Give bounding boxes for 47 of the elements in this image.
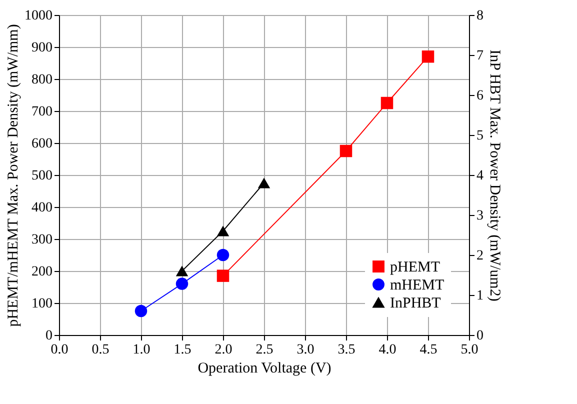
point xyxy=(176,278,188,290)
legend-label: mHEMT xyxy=(390,278,444,294)
point xyxy=(258,178,270,188)
x-tick-label: 4.5 xyxy=(420,342,438,358)
y2-tick-label: 3 xyxy=(476,208,484,224)
y-tick-label: 700 xyxy=(32,104,52,120)
y2-tick-label: 1 xyxy=(476,288,484,304)
legend-label: InPHBT xyxy=(390,296,441,312)
y-tick-label: 1000 xyxy=(24,8,52,24)
point xyxy=(216,270,230,282)
x-tick-label: 1.5 xyxy=(174,342,192,358)
y2-tick-label: 0 xyxy=(476,328,484,344)
x-axis-title: Operation Voltage (V) xyxy=(198,360,332,376)
y2-tick-label: 6 xyxy=(476,88,484,104)
point xyxy=(134,304,148,318)
point xyxy=(380,96,394,110)
legend-label: pHEMT xyxy=(390,260,440,276)
y-tick-label: 500 xyxy=(32,168,52,184)
x-tick-label: 0.0 xyxy=(50,342,68,358)
y-axis-title: pHEMT/mHEMT Max. Power Density (mW/mm) xyxy=(6,24,22,327)
x-tick-label: 0.5 xyxy=(92,342,110,358)
y-tick-label: 100 xyxy=(32,296,52,312)
y-tick-label: 0 xyxy=(46,328,52,344)
y-tick-label: 400 xyxy=(32,200,52,216)
point xyxy=(216,226,230,236)
y2-axis-title: InP HBT Max. Power Density (mW/um2) xyxy=(486,50,502,302)
y2-tick-label: 4 xyxy=(476,168,484,184)
y-tick-label: 200 xyxy=(32,264,52,280)
point xyxy=(340,144,352,158)
y2-tick-label: 7 xyxy=(476,48,484,64)
y-tick-label: 800 xyxy=(32,72,52,88)
x-tick-label: 2.5 xyxy=(256,342,274,358)
x-tick-label: 4.0 xyxy=(378,342,396,358)
y2-tick-label: 8 xyxy=(476,8,484,24)
point xyxy=(216,248,230,262)
point xyxy=(422,50,434,63)
y-tick-label: 600 xyxy=(32,136,52,152)
x-tick-label: 1.0 xyxy=(132,342,150,358)
y-tick-label: 300 xyxy=(32,232,52,248)
y2-tick-label: 2 xyxy=(476,248,484,264)
x-tick-label: 2.0 xyxy=(214,342,232,358)
x-tick-label: 3.5 xyxy=(338,342,356,358)
x-tick-label: 5.0 xyxy=(460,342,478,358)
point xyxy=(176,266,188,276)
x-tick-label: 3.0 xyxy=(296,342,314,358)
y-tick-label: 900 xyxy=(32,40,52,56)
y2-tick-label: 5 xyxy=(476,128,484,144)
